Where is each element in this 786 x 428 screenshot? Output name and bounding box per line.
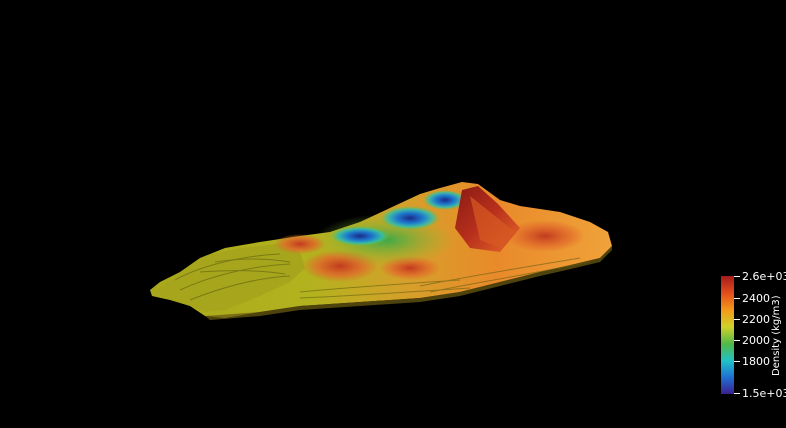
colorbar-title: Density (kg/m3) <box>771 295 782 376</box>
colorbar-tick <box>734 319 740 320</box>
colorbar-max-tick <box>734 276 740 277</box>
colorbar-tick-label: 2400 <box>742 292 770 305</box>
colorbar-tick-label: 1800 <box>742 355 770 368</box>
terrain-contours <box>174 253 591 301</box>
colorbar-tick <box>734 340 740 341</box>
colorbar-tick <box>734 298 740 299</box>
colorbar-min-label: 1.5e+03 <box>742 387 786 400</box>
terrain-blue-zone-2 <box>380 206 440 230</box>
colorbar <box>721 276 734 394</box>
colorbar-tick-label: 2200 <box>742 313 770 326</box>
terrain-red-patch-4 <box>505 220 585 252</box>
colorbar-min-tick <box>734 393 740 394</box>
colorbar-title-clip: Density (kg/m3) <box>760 276 786 394</box>
terrain-blue-zone-1 <box>330 226 390 246</box>
terrain-red-patch-2 <box>274 234 326 254</box>
terrain-ridge-edge <box>470 196 515 248</box>
colorbar-max-label: 2.6e+03 <box>742 270 786 283</box>
terrain-left-plateau <box>155 244 305 312</box>
colorbar-tick <box>734 361 740 362</box>
colorbar-tick-label: 2000 <box>742 334 770 347</box>
terrain-blue-zone-3 <box>423 190 467 210</box>
